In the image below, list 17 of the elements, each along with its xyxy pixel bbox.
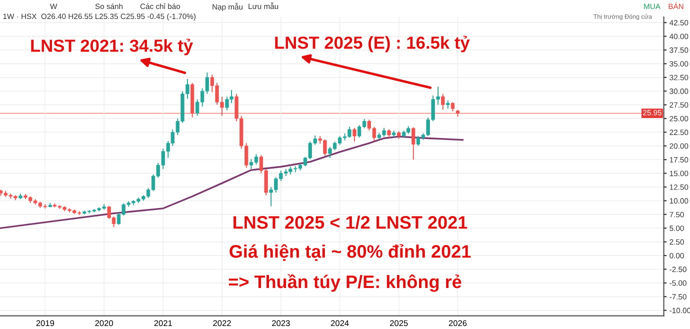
x-tick-label: 2021: [154, 320, 172, 326]
x-tick-label: 2023: [272, 320, 290, 326]
annotation: LNST 2021: 34.5k tỷ: [31, 38, 193, 56]
x-tick-label: 2019: [36, 320, 54, 326]
annotation: => Thuần túy P/E: không rẻ: [228, 274, 462, 292]
candlestick: [450, 102, 455, 112]
x-tick-label: 2026: [448, 320, 467, 326]
x-tick-label: 2024: [330, 320, 349, 326]
x-tick-label: 2025: [390, 320, 408, 326]
candlestick: [441, 93, 445, 110]
annotation: Giá hiện tại ~ 80% đỉnh 2021: [230, 244, 471, 261]
x-tick-label: 2022: [213, 320, 231, 326]
annotation: LNST 2025 (E) : 16.5k tỷ: [275, 36, 470, 52]
candlestick: [412, 126, 416, 160]
x-tick-label: 2020: [95, 320, 114, 326]
candlestick: [352, 127, 356, 142]
annotation: LNST 2025 < 1/2 LNST 2021: [234, 216, 468, 230]
